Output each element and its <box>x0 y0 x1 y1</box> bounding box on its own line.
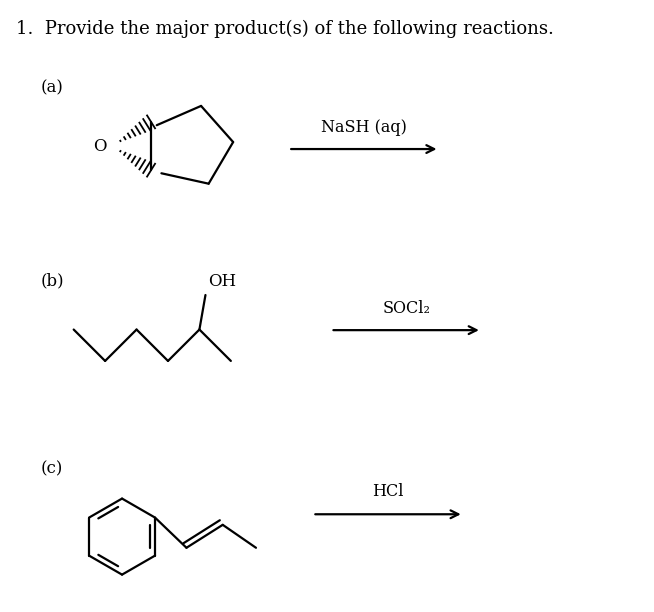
Text: OH: OH <box>209 273 237 290</box>
Text: SOCl₂: SOCl₂ <box>382 300 430 317</box>
Text: (c): (c) <box>41 460 63 477</box>
Text: (a): (a) <box>41 80 63 97</box>
Text: (b): (b) <box>41 273 64 290</box>
Text: 1.  Provide the major product(s) of the following reactions.: 1. Provide the major product(s) of the f… <box>16 19 554 37</box>
Text: NaSH (aq): NaSH (aq) <box>321 119 407 136</box>
Text: O: O <box>94 138 107 154</box>
Text: HCl: HCl <box>372 483 404 501</box>
